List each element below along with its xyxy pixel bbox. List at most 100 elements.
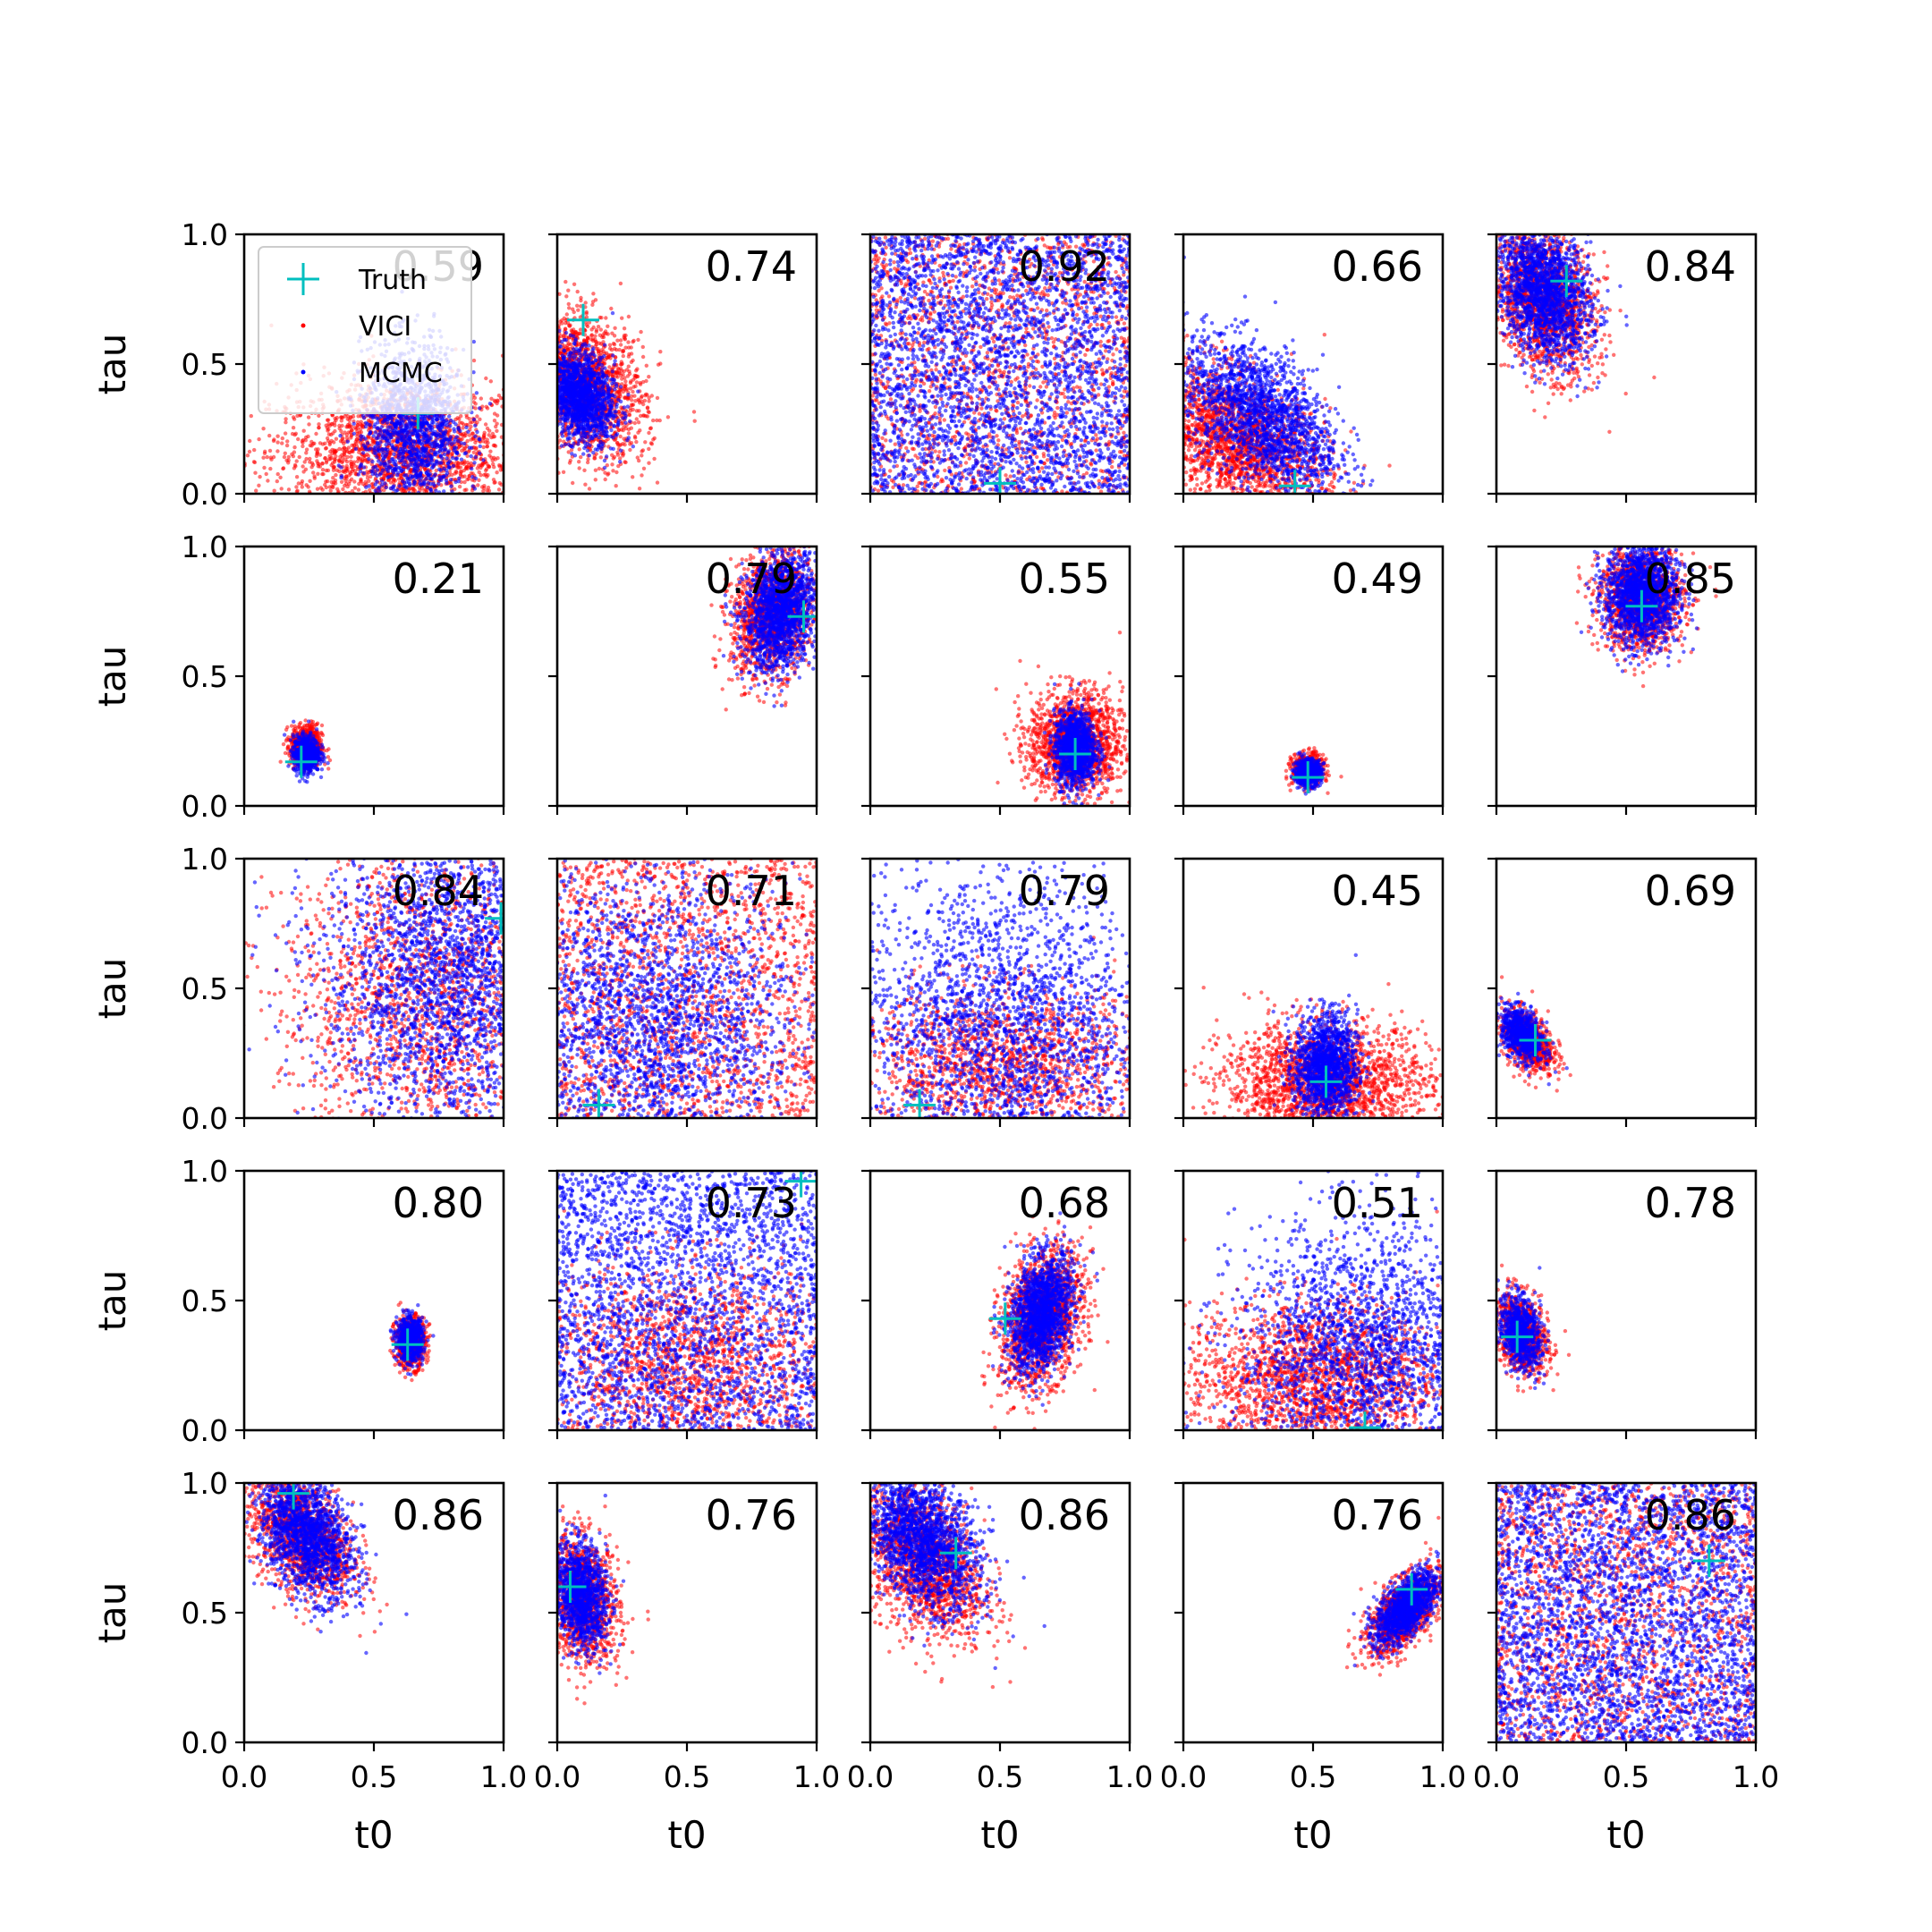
sample-point xyxy=(506,479,510,482)
sample-point xyxy=(615,339,619,343)
sample-point xyxy=(616,390,620,394)
sample-point xyxy=(611,469,614,472)
sample-point xyxy=(426,470,429,473)
sample-point xyxy=(314,432,318,436)
sample-point xyxy=(435,418,438,421)
sample-point xyxy=(475,391,479,394)
sample-point xyxy=(321,472,325,476)
legend-dot-marker xyxy=(301,324,306,328)
sample-point xyxy=(491,459,495,462)
sample-point xyxy=(352,432,356,436)
sample-point xyxy=(446,420,450,424)
sample-point xyxy=(627,365,631,369)
sample-point xyxy=(403,495,407,498)
sample-point xyxy=(488,402,492,405)
sample-point xyxy=(375,436,378,440)
sample-point xyxy=(486,437,489,441)
sample-point xyxy=(620,317,623,320)
sample-point xyxy=(645,364,648,368)
sample-point xyxy=(482,486,486,489)
sample-point xyxy=(263,450,267,453)
legend-dot-marker xyxy=(301,370,306,375)
sample-point xyxy=(429,449,433,453)
sample-point xyxy=(401,479,404,483)
sample-point xyxy=(320,462,324,465)
sample-point xyxy=(623,379,627,383)
sample-point xyxy=(422,497,426,501)
sample-point xyxy=(552,386,555,390)
sample-point xyxy=(465,415,469,419)
sample-point xyxy=(551,304,555,308)
sample-point xyxy=(639,414,642,418)
sample-point xyxy=(292,426,295,429)
sample-point xyxy=(497,463,501,467)
sample-point xyxy=(337,496,341,500)
sample-point xyxy=(479,473,482,477)
sample-point xyxy=(458,429,462,433)
sample-point xyxy=(301,479,304,483)
sample-point xyxy=(385,451,388,454)
sample-point xyxy=(470,446,473,450)
sample-point xyxy=(692,410,696,413)
sample-point xyxy=(254,488,258,492)
sample-point xyxy=(639,330,642,334)
sample-point xyxy=(392,478,395,481)
sample-point xyxy=(436,432,440,436)
scatter-points xyxy=(550,280,697,498)
sample-point xyxy=(430,478,434,481)
sample-point xyxy=(485,475,488,479)
sample-point xyxy=(560,321,564,325)
sample-point xyxy=(429,433,433,436)
sample-point xyxy=(425,435,428,438)
sample-point xyxy=(406,466,410,470)
sample-point xyxy=(292,415,295,419)
sample-point xyxy=(464,451,468,454)
sample-point xyxy=(551,431,555,435)
sample-point xyxy=(567,302,571,306)
sample-point xyxy=(460,470,463,473)
sample-point xyxy=(648,427,652,430)
sample-point xyxy=(550,321,554,325)
sample-point xyxy=(472,461,476,464)
sample-point xyxy=(369,470,373,473)
sample-point xyxy=(636,390,640,394)
sample-point xyxy=(458,420,462,424)
sample-point xyxy=(453,440,456,444)
sample-point xyxy=(604,316,607,319)
sample-point xyxy=(562,470,565,474)
sample-point xyxy=(273,489,276,493)
sample-point xyxy=(475,430,479,434)
sample-point xyxy=(376,427,379,430)
sample-point xyxy=(630,441,633,445)
sample-point xyxy=(434,453,437,456)
sample-point xyxy=(552,410,555,413)
sample-point xyxy=(316,472,319,476)
sample-point xyxy=(572,283,576,286)
sample-point xyxy=(623,336,626,340)
sample-point xyxy=(355,437,359,441)
sample-point xyxy=(421,463,425,467)
sample-point xyxy=(439,444,443,447)
sample-point xyxy=(614,470,618,474)
sample-point xyxy=(454,457,458,461)
sample-point xyxy=(262,466,266,470)
sample-point xyxy=(550,396,554,400)
sample-point xyxy=(642,467,646,470)
sample-point xyxy=(422,481,426,485)
sample-point xyxy=(321,468,325,471)
sample-point xyxy=(437,478,441,481)
sample-point xyxy=(640,395,643,399)
sample-point xyxy=(361,444,365,447)
sample-point xyxy=(284,452,287,455)
sample-point xyxy=(340,415,343,419)
sample-point xyxy=(497,487,501,491)
sample-point xyxy=(619,343,623,346)
sample-point xyxy=(238,455,242,459)
sample-point xyxy=(619,443,623,446)
sample-point xyxy=(384,486,387,489)
sample-point xyxy=(386,470,390,473)
sample-point xyxy=(367,457,370,461)
sample-point xyxy=(472,359,476,362)
sample-point xyxy=(337,458,341,462)
sample-point xyxy=(350,478,353,481)
